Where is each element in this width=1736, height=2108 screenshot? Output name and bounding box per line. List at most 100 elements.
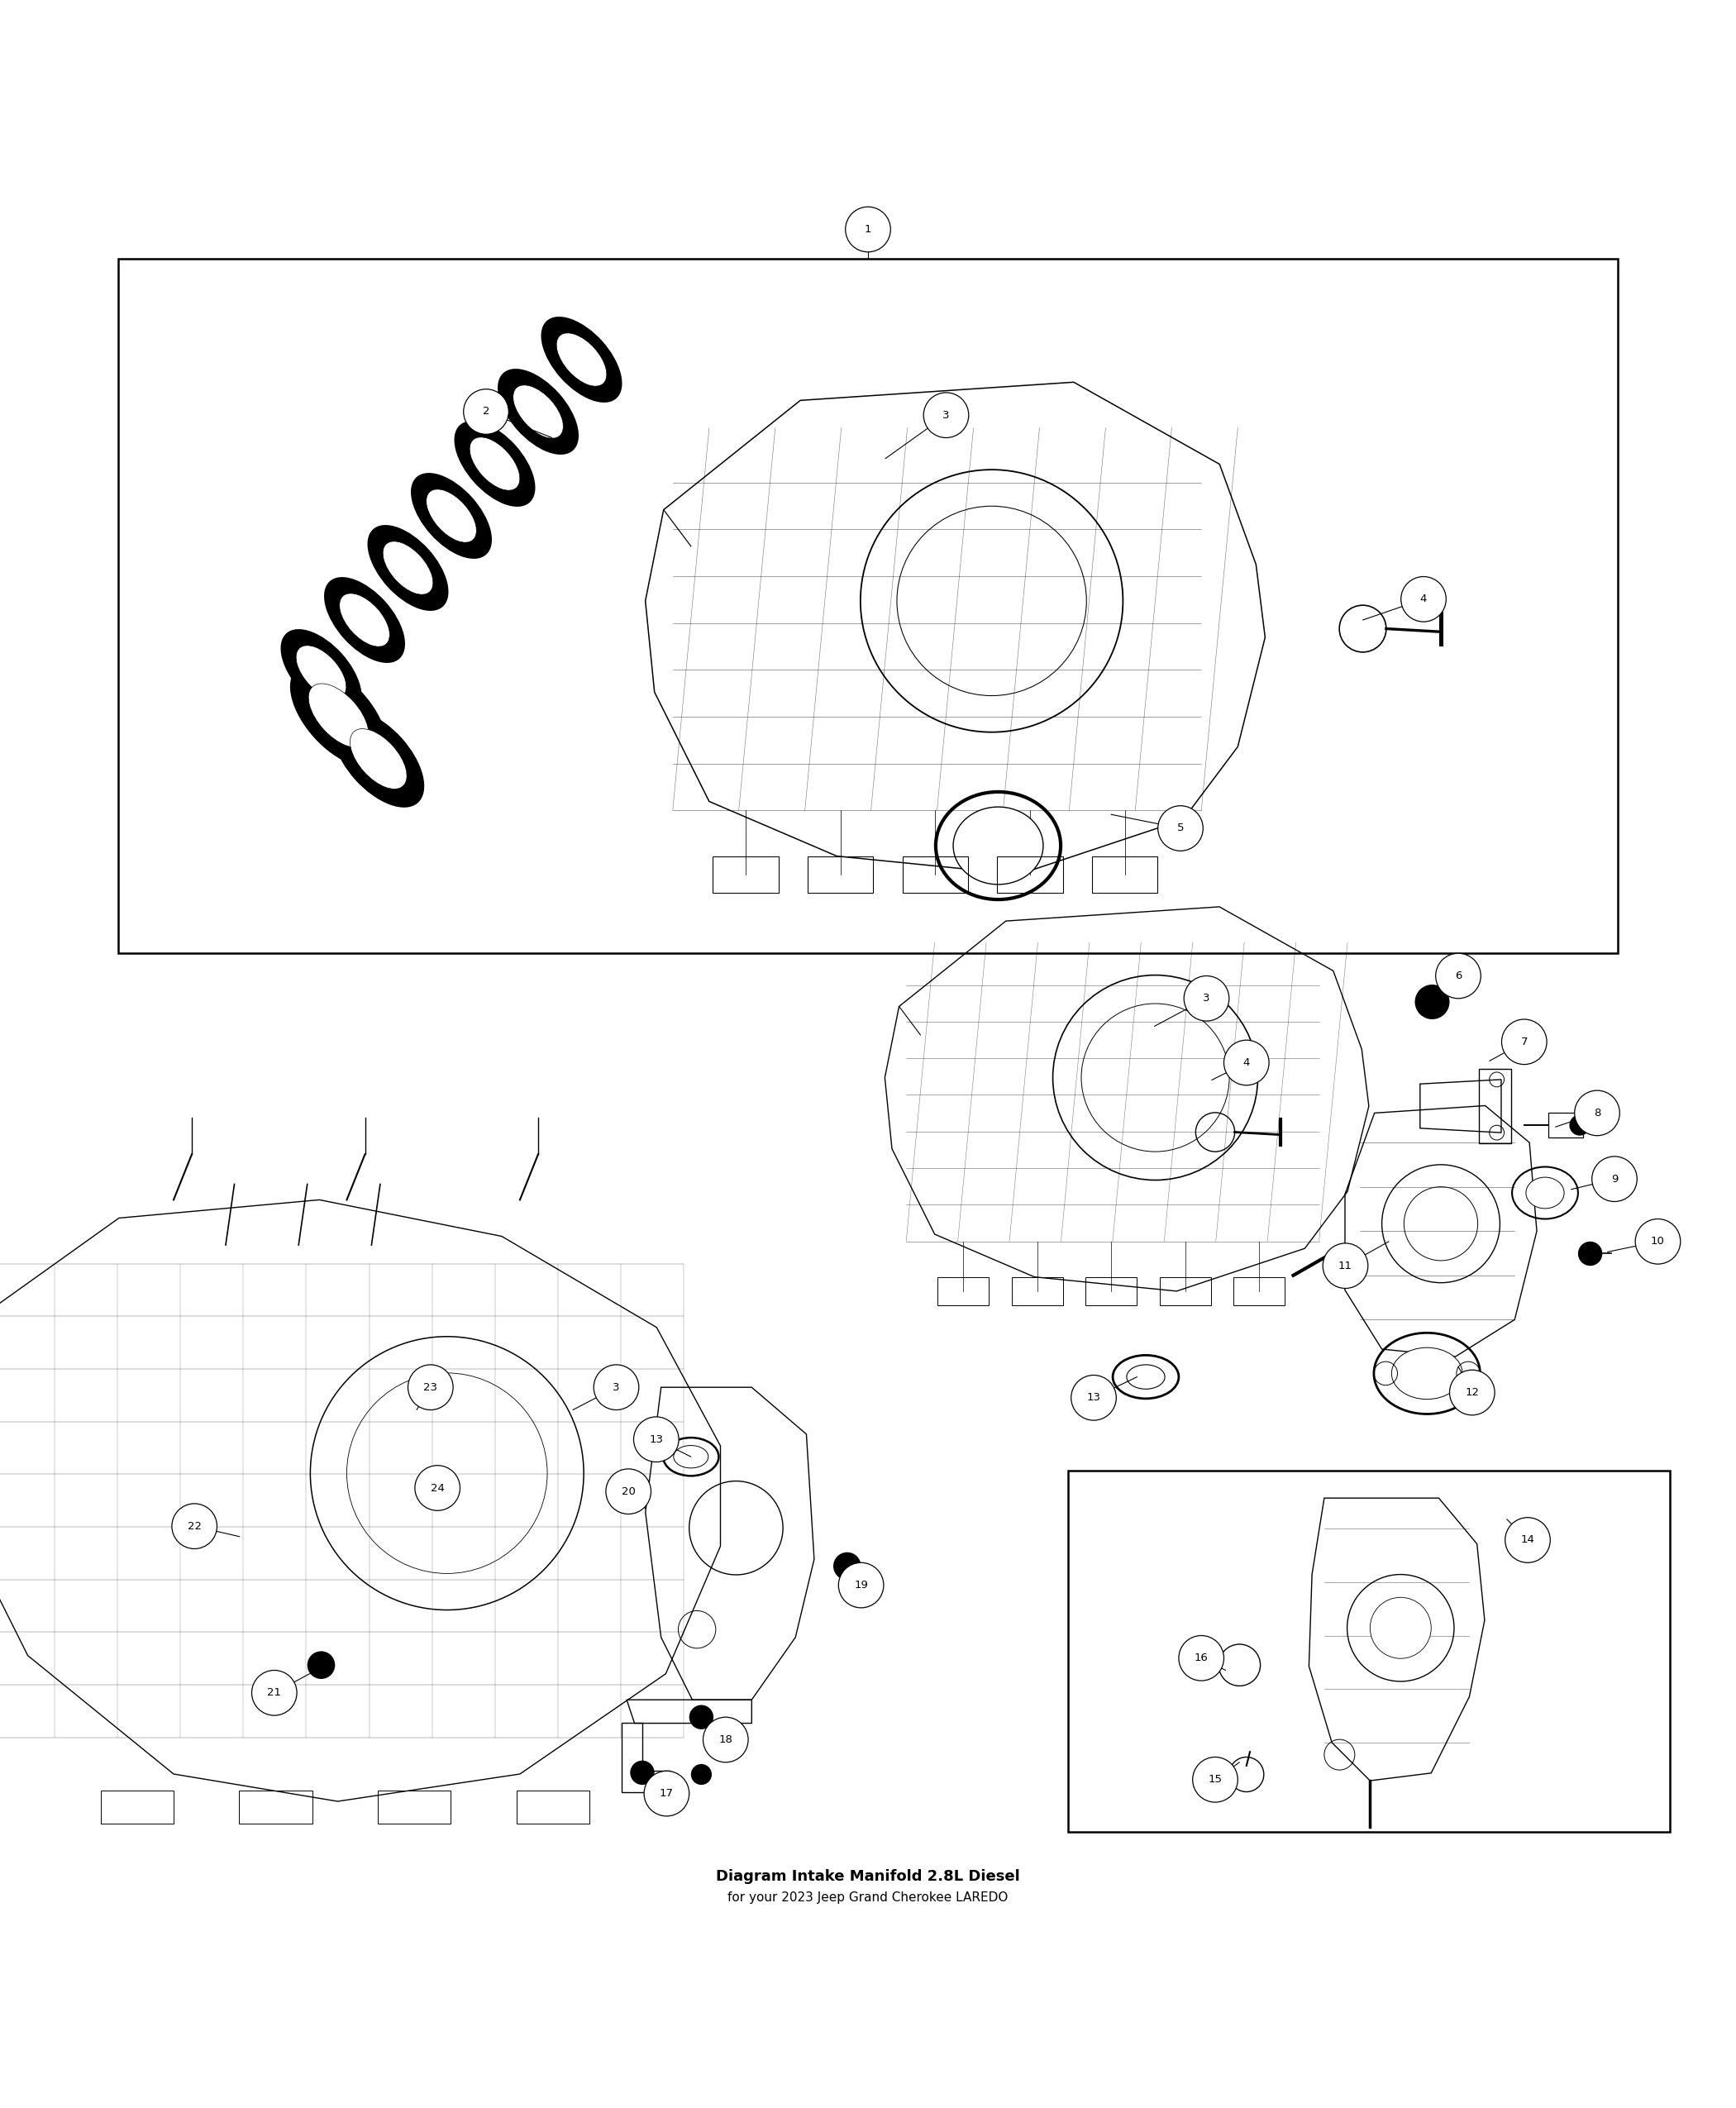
Text: 23: 23 <box>424 1383 437 1393</box>
Circle shape <box>1323 1244 1368 1288</box>
Text: 21: 21 <box>267 1689 281 1699</box>
Circle shape <box>172 1503 217 1549</box>
Circle shape <box>833 1551 861 1581</box>
Circle shape <box>924 392 969 438</box>
Ellipse shape <box>455 422 535 506</box>
Bar <box>1092 856 1158 892</box>
Text: 9: 9 <box>1611 1174 1618 1185</box>
Circle shape <box>1635 1218 1680 1265</box>
Text: 15: 15 <box>1208 1775 1222 1785</box>
Ellipse shape <box>427 489 476 542</box>
Bar <box>807 856 873 892</box>
Bar <box>240 1790 312 1823</box>
Circle shape <box>691 1764 712 1785</box>
Circle shape <box>630 1760 654 1785</box>
Ellipse shape <box>674 1446 708 1467</box>
Ellipse shape <box>325 578 404 662</box>
Ellipse shape <box>1392 1347 1462 1400</box>
Bar <box>516 1790 589 1823</box>
Text: 8: 8 <box>1594 1107 1601 1119</box>
Bar <box>1234 1277 1285 1305</box>
Ellipse shape <box>290 664 387 767</box>
Ellipse shape <box>281 628 361 715</box>
Text: 13: 13 <box>649 1433 663 1444</box>
Text: 2: 2 <box>483 407 490 417</box>
Text: 17: 17 <box>660 1788 674 1798</box>
Ellipse shape <box>1127 1364 1165 1389</box>
Bar <box>1549 1113 1583 1138</box>
Ellipse shape <box>1526 1176 1564 1208</box>
Text: 16: 16 <box>1194 1653 1208 1663</box>
Text: 14: 14 <box>1521 1535 1535 1545</box>
Circle shape <box>307 1651 335 1678</box>
Bar <box>1012 1277 1062 1305</box>
Text: 13: 13 <box>1087 1393 1101 1404</box>
Ellipse shape <box>340 592 389 647</box>
Text: 4: 4 <box>1243 1058 1250 1069</box>
Ellipse shape <box>309 683 368 748</box>
Text: 12: 12 <box>1465 1387 1479 1398</box>
Circle shape <box>1505 1518 1550 1562</box>
Ellipse shape <box>542 316 621 403</box>
Text: 5: 5 <box>1177 822 1184 833</box>
Ellipse shape <box>411 472 491 559</box>
Text: 4: 4 <box>1420 594 1427 605</box>
Circle shape <box>1415 984 1450 1020</box>
Bar <box>1085 1277 1137 1305</box>
Bar <box>1160 1277 1210 1305</box>
Circle shape <box>408 1364 453 1410</box>
Text: 6: 6 <box>1455 970 1462 980</box>
Circle shape <box>689 1705 713 1729</box>
Ellipse shape <box>953 807 1043 885</box>
Ellipse shape <box>297 645 345 698</box>
Bar <box>101 1790 174 1823</box>
Text: 18: 18 <box>719 1735 733 1745</box>
Circle shape <box>1179 1636 1224 1680</box>
Bar <box>118 259 1618 953</box>
Text: 22: 22 <box>187 1520 201 1533</box>
Ellipse shape <box>557 333 606 386</box>
Circle shape <box>252 1670 297 1716</box>
Circle shape <box>1502 1020 1547 1065</box>
Circle shape <box>1436 953 1481 999</box>
Ellipse shape <box>333 710 424 807</box>
Ellipse shape <box>470 436 519 491</box>
Bar <box>996 856 1062 892</box>
Ellipse shape <box>514 386 562 438</box>
Text: 1: 1 <box>865 223 871 234</box>
Circle shape <box>464 390 509 434</box>
Text: 24: 24 <box>431 1482 444 1492</box>
Circle shape <box>845 207 891 253</box>
Ellipse shape <box>351 729 406 788</box>
Circle shape <box>1575 1090 1620 1136</box>
Text: 3: 3 <box>613 1383 620 1393</box>
Circle shape <box>1193 1758 1238 1802</box>
Bar <box>713 856 778 892</box>
Text: 19: 19 <box>854 1579 868 1592</box>
Ellipse shape <box>384 542 432 594</box>
Ellipse shape <box>498 369 578 455</box>
Circle shape <box>644 1771 689 1817</box>
Circle shape <box>1224 1039 1269 1086</box>
Circle shape <box>415 1465 460 1511</box>
Text: for your 2023 Jeep Grand Cherokee LAREDO: for your 2023 Jeep Grand Cherokee LAREDO <box>727 1891 1009 1904</box>
Bar <box>1479 1069 1512 1143</box>
Circle shape <box>1184 976 1229 1020</box>
Circle shape <box>1450 1370 1495 1414</box>
Bar <box>378 1790 451 1823</box>
Bar <box>1068 1471 1670 1832</box>
Circle shape <box>1592 1157 1637 1202</box>
Circle shape <box>1370 1598 1430 1659</box>
Text: 10: 10 <box>1651 1235 1665 1246</box>
Circle shape <box>606 1469 651 1514</box>
Text: 20: 20 <box>621 1486 635 1497</box>
Bar <box>903 856 969 892</box>
Text: 7: 7 <box>1521 1037 1528 1048</box>
Text: 11: 11 <box>1338 1261 1352 1271</box>
Text: Diagram Intake Manifold 2.8L Diesel: Diagram Intake Manifold 2.8L Diesel <box>715 1870 1021 1885</box>
Circle shape <box>1569 1115 1590 1136</box>
Bar <box>937 1277 990 1305</box>
Circle shape <box>838 1562 884 1608</box>
Ellipse shape <box>368 525 448 611</box>
Circle shape <box>1158 805 1203 852</box>
